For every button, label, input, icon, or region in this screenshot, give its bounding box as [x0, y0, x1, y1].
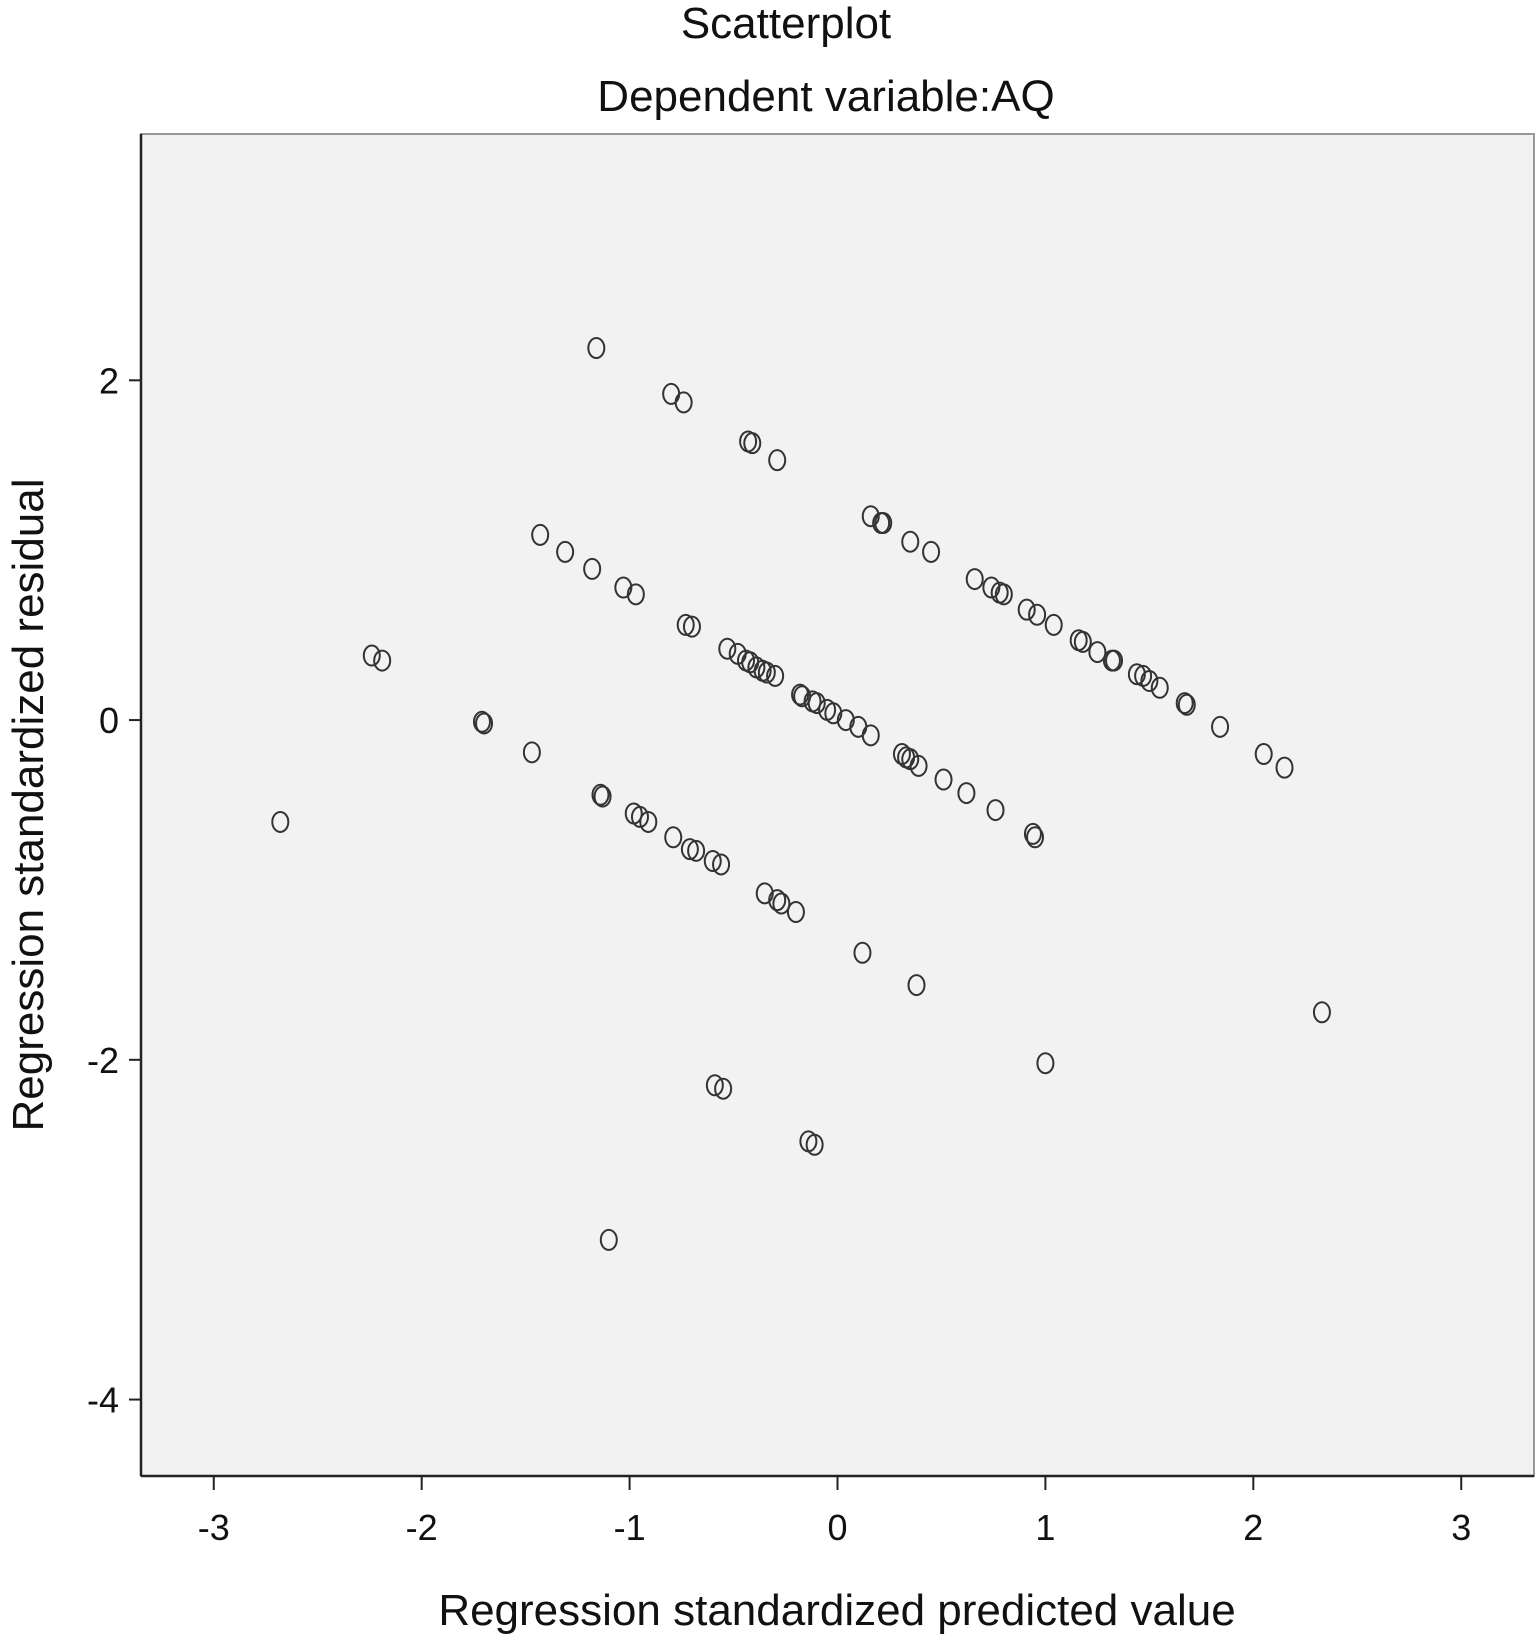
y-axis-label: Regression standardized residual	[4, 478, 53, 1131]
data-point	[556, 540, 575, 563]
y-tick-label: 2	[99, 360, 119, 401]
data-point	[892, 743, 911, 766]
data-point	[1028, 603, 1047, 626]
data-point	[791, 683, 810, 706]
data-point	[1044, 613, 1063, 636]
chart-subtitle: Dependent variable:AQ	[597, 72, 1054, 121]
x-axis-ticks: -3 -2 -1 0 1 2 3	[198, 1476, 1471, 1548]
data-point	[807, 692, 826, 715]
data-point	[1312, 1001, 1331, 1024]
y-axis-ticks: 2 0 -2 -4	[87, 360, 141, 1421]
data-point	[664, 826, 683, 849]
data-point	[986, 799, 1005, 822]
data-point	[591, 783, 610, 806]
data-point	[522, 741, 541, 764]
x-tick-label: -1	[614, 1507, 646, 1548]
data-point	[768, 449, 787, 472]
data-point	[718, 637, 737, 660]
data-point	[1073, 630, 1092, 653]
data-point	[772, 892, 791, 915]
data-point	[874, 512, 893, 535]
data-point	[712, 853, 731, 876]
data-point	[674, 391, 693, 414]
data-point	[1150, 676, 1169, 699]
data-point	[593, 785, 612, 808]
data-point	[1254, 743, 1273, 766]
data-point	[687, 839, 706, 862]
data-point	[965, 568, 984, 591]
data-point	[1036, 1052, 1055, 1075]
data-point	[630, 805, 649, 828]
data-point	[705, 1074, 724, 1097]
data-point	[475, 712, 494, 735]
data-point	[676, 613, 695, 636]
data-point	[271, 810, 290, 833]
data-point	[1177, 693, 1196, 716]
data-point	[703, 850, 722, 873]
data-point	[626, 583, 645, 606]
data-point	[714, 1077, 733, 1100]
data-point	[922, 540, 941, 563]
data-point	[786, 901, 805, 924]
data-point	[682, 615, 701, 638]
data-point	[766, 664, 785, 687]
data-point	[982, 576, 1001, 599]
data-point	[1023, 822, 1042, 845]
data-point	[599, 1228, 618, 1251]
data-point	[768, 889, 787, 912]
y-tick-label: -4	[87, 1380, 119, 1421]
data-point	[861, 505, 880, 528]
data-point	[1026, 826, 1045, 849]
data-point	[743, 432, 762, 455]
data-point	[1088, 641, 1107, 664]
data-point	[861, 724, 880, 747]
y-tick-label: -2	[87, 1040, 119, 1081]
x-tick-label: 1	[1035, 1507, 1055, 1548]
y-tick-label: 0	[99, 700, 119, 741]
data-point	[472, 710, 491, 733]
data-point	[531, 523, 550, 546]
data-point	[1275, 756, 1294, 779]
data-point	[1175, 692, 1194, 715]
data-point	[934, 768, 953, 791]
data-point	[1105, 649, 1124, 672]
data-point	[994, 583, 1013, 606]
x-tick-label: 0	[827, 1507, 847, 1548]
data-points	[271, 337, 1331, 1251]
x-tick-label: -3	[198, 1507, 230, 1548]
data-point	[1211, 715, 1230, 738]
data-point	[824, 702, 843, 725]
x-axis-label: Regression standardized predicted value	[438, 1586, 1235, 1635]
data-point	[1140, 669, 1159, 692]
data-point	[805, 1133, 824, 1156]
data-point	[909, 754, 928, 777]
data-point	[755, 882, 774, 905]
data-point	[639, 810, 658, 833]
data-point	[583, 557, 602, 580]
data-point	[1127, 663, 1146, 686]
x-tick-label: 2	[1243, 1507, 1263, 1548]
data-point	[587, 337, 606, 360]
data-point	[614, 576, 633, 599]
x-tick-label: -2	[406, 1507, 438, 1548]
x-tick-label: 3	[1451, 1507, 1471, 1548]
data-point	[907, 974, 926, 997]
data-point	[680, 838, 699, 861]
data-point	[957, 782, 976, 805]
data-point	[362, 644, 381, 667]
data-point	[1017, 598, 1036, 621]
plot-area	[140, 133, 1535, 1477]
data-point	[853, 941, 872, 964]
data-point	[836, 709, 855, 732]
data-point	[757, 661, 776, 684]
chart-title: Scatterplot	[681, 0, 891, 48]
data-point	[373, 649, 392, 672]
data-point	[901, 530, 920, 553]
